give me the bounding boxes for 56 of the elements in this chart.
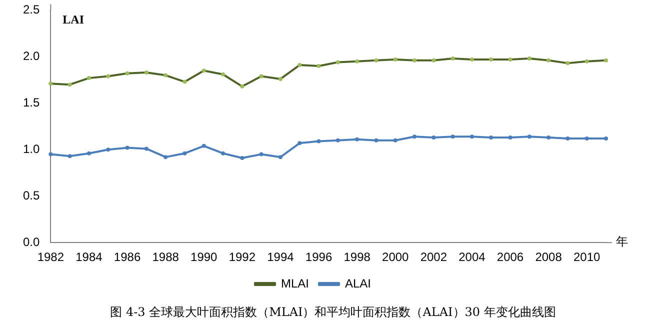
x-axis-title: 年 <box>616 234 628 249</box>
point <box>144 146 148 151</box>
y-tick-label: 2.0 <box>22 48 40 63</box>
x-tick-label: 2004 <box>458 250 486 264</box>
point <box>355 137 360 142</box>
point <box>412 134 417 139</box>
x-tick-label: 2000 <box>382 250 410 264</box>
point <box>489 136 494 140</box>
point <box>164 155 168 160</box>
point <box>259 152 264 156</box>
y-axis-title: LAI <box>62 12 84 26</box>
x-tick-label: 1998 <box>344 250 371 264</box>
point <box>298 141 302 146</box>
point <box>566 136 570 140</box>
x-tick-label: 1984 <box>76 250 103 264</box>
point <box>240 156 244 160</box>
point <box>48 152 53 156</box>
y-tick-label: 1.5 <box>22 95 40 110</box>
legend-label: MLAI <box>280 276 310 290</box>
point <box>125 146 130 150</box>
x-tick-label: 2010 <box>574 250 601 264</box>
point <box>508 136 512 140</box>
text: 图 4-3 全球最大叶面积指数（MLAI）和平均叶面积指数（ALAI）30 年变化曲线图 <box>109 304 557 321</box>
x-tick-label: 1992 <box>228 250 256 264</box>
point <box>182 151 187 156</box>
x-tick-label: 1994 <box>267 250 294 264</box>
x-tick-label: 1988 <box>152 250 180 264</box>
y-tick-label: 2.5 <box>22 2 40 17</box>
point <box>106 148 110 152</box>
y-tick-label: 0.5 <box>22 188 40 202</box>
x-tick-label: 2008 <box>535 250 562 264</box>
point <box>316 139 321 144</box>
x-tick-label: 1996 <box>305 250 332 264</box>
point <box>86 151 91 156</box>
point <box>604 136 608 140</box>
point <box>432 136 436 140</box>
point <box>584 136 589 140</box>
x-tick-label: 1990 <box>190 250 218 264</box>
point <box>336 138 340 142</box>
x-tick-label: 2002 <box>420 250 448 264</box>
x-tick-label: 2006 <box>496 250 524 264</box>
point <box>221 151 226 156</box>
point <box>393 138 398 142</box>
point <box>450 134 455 139</box>
point <box>527 134 532 139</box>
legend-label: ALAI <box>344 276 372 290</box>
x-tick-label: 1982 <box>37 250 64 264</box>
point <box>68 154 72 158</box>
point <box>202 144 206 148</box>
point <box>374 138 378 142</box>
x-tick-label: 1986 <box>114 250 141 264</box>
point <box>546 136 551 140</box>
y-tick-label: 1.0 <box>22 142 40 156</box>
point <box>470 134 474 139</box>
point <box>278 155 282 160</box>
y-tick-label: 0.0 <box>22 234 40 249</box>
